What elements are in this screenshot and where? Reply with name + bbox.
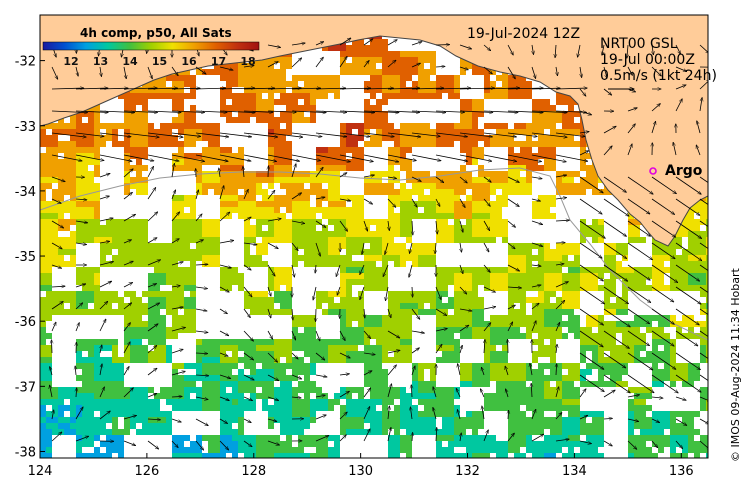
colorbar-tick-label: 16 [181,55,197,68]
colorbar: 4h comp, p50, All Sats 12 13 14 15 16 17 18 [42,26,260,68]
x-tick-label: 128 [241,464,266,479]
plot-frame [39,14,709,459]
argo-label: Argo [665,163,703,179]
x-tick-label: 136 [669,464,694,479]
shelf-contour [40,167,708,341]
colorbar-tick-label: 15 [152,55,167,68]
y-tick-label: -32 [15,55,36,70]
x-axis: 124 126 128 130 132 134 136 [28,453,694,479]
x-tick-label: 124 [28,464,53,479]
y-tick-label: -37 [15,380,36,395]
x-tick-label: 130 [348,464,373,479]
y-axis: -32 -33 -34 -35 -36 -37 -38 [15,55,45,460]
timestamp-label: 19-Jul-2024 12Z [467,26,580,42]
colorbar-tick-label: 17 [211,55,226,68]
y-tick-label: -38 [15,445,36,460]
colorbar-tick-label: 13 [93,55,108,68]
colorbar-title: 4h comp, p50, All Sats [80,26,232,40]
colorbar-scale [42,41,260,51]
current-vectors [50,38,708,450]
land-mass [40,15,708,247]
x-tick-label: 132 [455,464,480,479]
credit-text: © IMOS 09-Aug-2024 11:34 Hobart [729,268,742,462]
colorbar-tick-label: 18 [240,55,255,68]
x-tick-label: 134 [562,464,587,479]
colorbar-tick-label: 12 [63,55,78,68]
info-time: 19-Jul 00:00Z [600,52,695,68]
colorbar-tick-label: 14 [122,55,138,68]
y-tick-label: -35 [15,250,36,265]
argo-marker [649,167,657,175]
info-model: NRT00 GSL [600,36,678,52]
y-tick-label: -34 [15,185,36,200]
y-tick-label: -33 [15,120,36,135]
info-scale: 0.5m/s (1kt 24h) [600,68,717,84]
x-tick-label: 126 [134,464,159,479]
y-tick-label: -36 [15,315,36,330]
